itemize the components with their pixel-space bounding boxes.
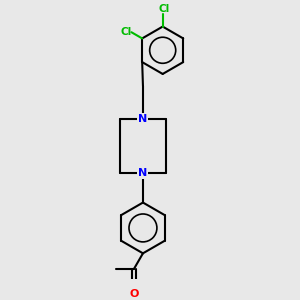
Text: N: N [138, 114, 148, 124]
Text: Cl: Cl [120, 27, 131, 37]
Text: O: O [129, 289, 139, 299]
Text: Cl: Cl [158, 4, 169, 14]
Text: N: N [138, 168, 148, 178]
